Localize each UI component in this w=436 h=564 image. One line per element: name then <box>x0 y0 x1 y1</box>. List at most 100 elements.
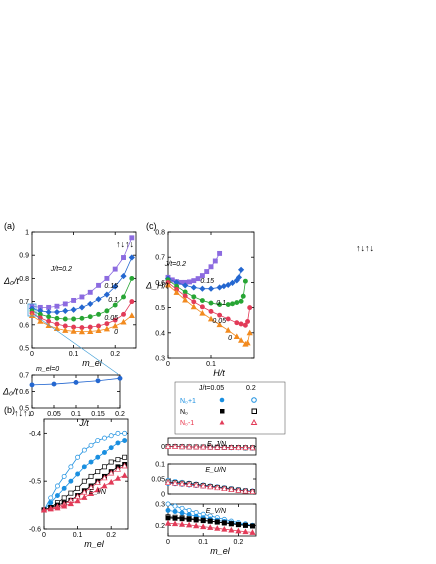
data-point <box>122 430 128 436</box>
axes-frame-a-main <box>31 231 137 349</box>
data-point <box>233 333 240 340</box>
data-point <box>217 312 223 318</box>
data-point <box>79 294 85 300</box>
legend-row-2: N₀ <box>180 409 188 416</box>
data-point <box>54 504 61 511</box>
data-point <box>225 302 231 308</box>
panel-label: (c) <box>146 221 157 231</box>
data-point <box>193 517 199 523</box>
data-point <box>165 515 171 521</box>
data-point <box>62 316 68 322</box>
data-point <box>120 318 127 325</box>
data-point <box>62 307 69 314</box>
data-point <box>200 518 206 524</box>
panel-c-e1: 0 E_J/N <box>161 437 257 456</box>
y-tick-label: 0 <box>161 444 165 451</box>
zoom-region <box>27 303 37 317</box>
data-point <box>114 475 122 481</box>
legend-header-j2: 0.2 <box>246 385 256 392</box>
data-point <box>214 484 221 491</box>
data-point <box>200 443 207 450</box>
x-axis-label: m_el <box>84 539 105 549</box>
legend-row-1: N₀+1 <box>180 398 196 405</box>
curve-label: E_V/N <box>206 508 227 515</box>
data-point <box>246 329 253 336</box>
data-point <box>70 306 77 313</box>
data-point <box>234 320 240 326</box>
x-tick-label: 0 <box>30 411 34 418</box>
data-point <box>122 454 128 460</box>
data-point <box>235 444 242 451</box>
data-point <box>75 471 81 477</box>
x-tick-label: 0.05 <box>47 411 61 418</box>
x-tick-label: 0 <box>42 532 46 539</box>
data-point <box>190 284 197 291</box>
data-point <box>242 522 248 528</box>
data-point <box>230 301 235 307</box>
curve-label: J/t=0.2 <box>50 266 72 273</box>
data-point <box>191 299 197 305</box>
data-point <box>214 525 221 531</box>
y-tick-label: 0.5 <box>19 346 29 353</box>
y-tick-label: 0.3 <box>155 356 165 363</box>
legend-row-3: N₀-1 <box>180 420 194 427</box>
data-point <box>78 328 86 335</box>
arrows-b: ↑↓↑↓ <box>14 408 32 418</box>
data-point <box>186 521 193 528</box>
data-point <box>73 379 79 385</box>
data-point <box>95 454 101 460</box>
data-point <box>172 503 178 509</box>
y-tick-label: -0.5 <box>29 479 41 486</box>
data-point <box>28 312 36 318</box>
curve-label: 0.15 <box>104 283 118 290</box>
data-point <box>204 269 210 275</box>
data-point <box>102 450 107 455</box>
data-point <box>40 506 48 513</box>
y-tick-label: 0.5 <box>155 305 165 312</box>
data-point <box>87 300 94 308</box>
y-tick-label: 0.7 <box>19 299 29 306</box>
data-point <box>75 485 81 491</box>
y-tick-label: 0.05 <box>151 477 165 484</box>
curve-label: 0.1 <box>216 300 226 307</box>
x-tick-label: 0 <box>166 539 170 546</box>
panel-c-e2: 0 0.05 0.1 E_U/N <box>151 462 257 499</box>
data-point <box>62 301 68 307</box>
data-point <box>235 527 242 534</box>
inset-annotation: m_el=0 <box>36 366 59 373</box>
data-point <box>212 258 218 264</box>
data-point <box>235 487 242 493</box>
curve-label: 0 <box>228 335 232 342</box>
data-point <box>54 493 60 498</box>
data-point <box>242 322 248 328</box>
data-point <box>235 522 241 528</box>
data-point <box>122 438 128 443</box>
data-point <box>221 525 228 532</box>
x-tick-label: 0.2 <box>115 411 125 418</box>
y-tick-label: 0.2 <box>155 523 165 530</box>
data-point <box>120 272 127 280</box>
x-tick-label: 0.1 <box>69 351 79 358</box>
data-point <box>200 523 207 530</box>
data-point <box>242 278 248 284</box>
data-point <box>179 505 185 511</box>
x-tick-label: 0.2 <box>234 539 244 546</box>
y-tick-label: 0.6 <box>19 389 29 396</box>
data-point <box>182 282 189 289</box>
data-point <box>225 316 231 322</box>
data-point <box>190 303 197 310</box>
data-point <box>88 473 94 479</box>
data-point <box>102 464 107 470</box>
data-point <box>112 266 118 272</box>
data-point <box>121 462 128 469</box>
data-point <box>186 481 193 487</box>
data-point <box>199 309 206 316</box>
data-point <box>164 443 172 449</box>
panel-c-e3: 0 0.1 0.2 0.2 0.3 E_V/N m_el <box>155 502 257 556</box>
data-point <box>96 311 102 317</box>
data-point <box>88 459 94 465</box>
data-point <box>54 483 60 489</box>
legend-header-j: J/t=0.05 <box>199 385 224 392</box>
data-point <box>128 312 135 318</box>
data-point <box>199 298 205 303</box>
